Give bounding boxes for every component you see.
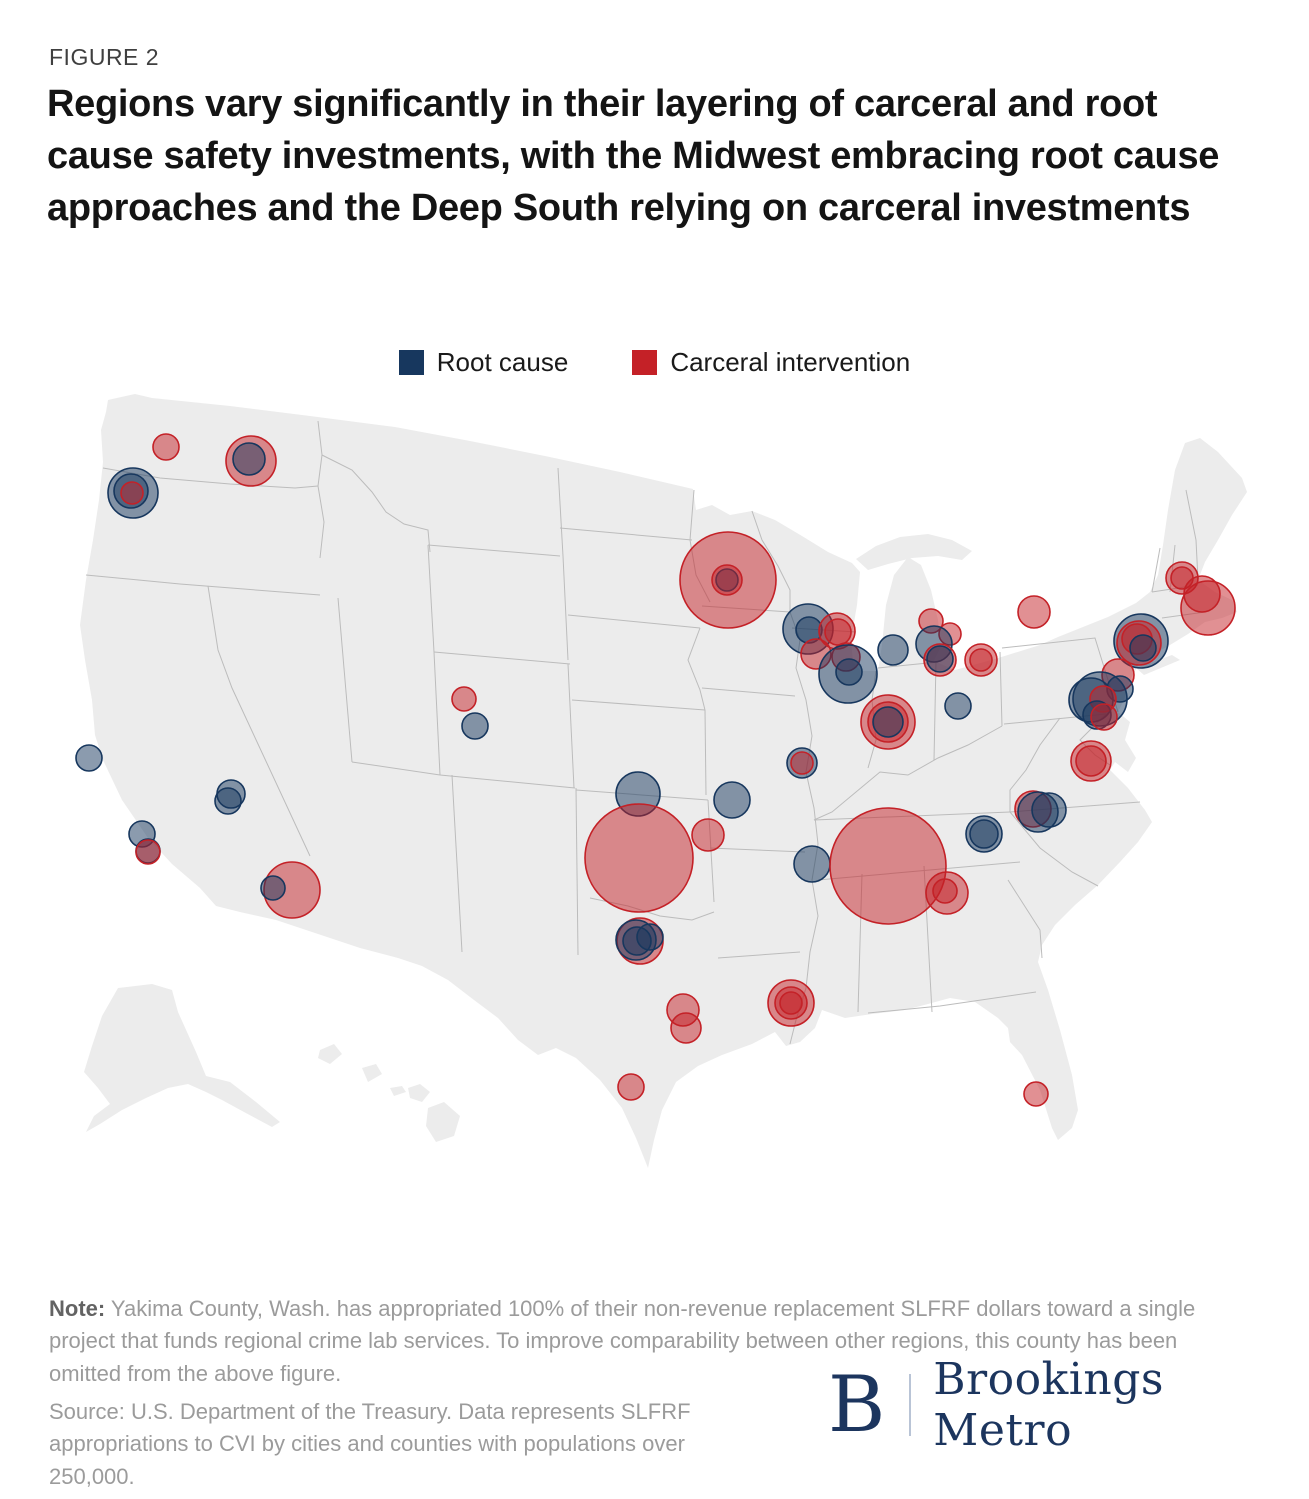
map-bubble-root_cause bbox=[835, 658, 863, 686]
logo-divider bbox=[909, 1374, 912, 1436]
legend-item-root-cause: Root cause bbox=[398, 347, 569, 378]
map-bubble-root_cause bbox=[872, 706, 904, 738]
map-bubble-carceral bbox=[1180, 580, 1236, 636]
map-bubble-carceral bbox=[120, 481, 144, 505]
source-label: Source: bbox=[49, 1399, 125, 1424]
map-bubble-carceral bbox=[152, 433, 180, 461]
map-bubble-carceral bbox=[932, 878, 958, 904]
map-bubble-carceral bbox=[824, 618, 852, 646]
map-bubble-carceral bbox=[779, 991, 803, 1015]
legend-label: Root cause bbox=[436, 347, 569, 377]
legend-item-carceral: Carceral intervention bbox=[632, 347, 910, 378]
bubble-layer bbox=[75, 433, 1236, 1107]
legend-label: Carceral intervention bbox=[670, 347, 911, 377]
map-bubble-carceral bbox=[829, 807, 947, 925]
long-island-shape bbox=[1136, 655, 1180, 675]
map-bubble-carceral bbox=[711, 564, 743, 596]
map-bubble-root_cause bbox=[461, 712, 489, 740]
map-bubble-root_cause bbox=[1017, 791, 1059, 833]
map-bubble-root_cause bbox=[232, 442, 266, 476]
map-bubble-root_cause bbox=[969, 819, 999, 849]
figure-title: Regions vary significantly in their laye… bbox=[47, 83, 1220, 230]
map-bubble-root_cause bbox=[622, 926, 652, 956]
brookings-metro-wordmark: Brookings Metro bbox=[933, 1354, 1164, 1456]
map-bubble-root_cause bbox=[926, 645, 954, 673]
figure-number: FIGURE 2 bbox=[49, 44, 160, 70]
root-cause-swatch-icon bbox=[398, 350, 424, 375]
legend: Root cause Carceral intervention bbox=[0, 347, 1309, 378]
brookings-metro-logo: B Brookings Metro bbox=[828, 1354, 1309, 1456]
map-bubble-carceral bbox=[584, 803, 694, 913]
note-text: Note: Yakima County, Wash. has appropria… bbox=[49, 1296, 1196, 1386]
note-label: Note: bbox=[49, 1296, 106, 1321]
map-bubble-carceral bbox=[1023, 1081, 1049, 1107]
map-bubble-carceral bbox=[790, 751, 814, 775]
carceral-swatch-icon bbox=[632, 350, 658, 375]
brookings-b-monogram-icon: B bbox=[828, 1360, 886, 1450]
map-bubble-carceral bbox=[691, 818, 725, 852]
map-bubble-root_cause bbox=[877, 634, 909, 666]
map-bubble-root_cause bbox=[944, 692, 972, 720]
map-bubble-carceral bbox=[617, 1073, 645, 1101]
map-bubble-carceral bbox=[969, 648, 993, 672]
map-bubble-carceral bbox=[451, 686, 477, 712]
map-bubble-carceral bbox=[135, 839, 161, 865]
us-mainland-shape bbox=[80, 394, 1247, 1168]
source-text: Source: U.S. Department of the Treasury.… bbox=[49, 1399, 691, 1489]
map-bubble-root_cause bbox=[793, 845, 831, 883]
map-bubble-root_cause bbox=[713, 781, 751, 819]
hawaii-shapes bbox=[318, 1044, 460, 1142]
map-bubble-carceral bbox=[1075, 745, 1107, 777]
map-bubble-carceral bbox=[670, 1012, 702, 1044]
map-bubble-carceral bbox=[1090, 703, 1118, 731]
map-bubble-carceral bbox=[1017, 595, 1051, 629]
map-bubble-root_cause bbox=[214, 787, 242, 815]
map-bubble-root_cause bbox=[75, 744, 103, 772]
alaska-shape bbox=[84, 984, 280, 1132]
michigan-up-shape bbox=[856, 534, 972, 570]
map-bubble-root_cause bbox=[260, 875, 286, 901]
map-bubble-root_cause bbox=[1129, 634, 1157, 662]
